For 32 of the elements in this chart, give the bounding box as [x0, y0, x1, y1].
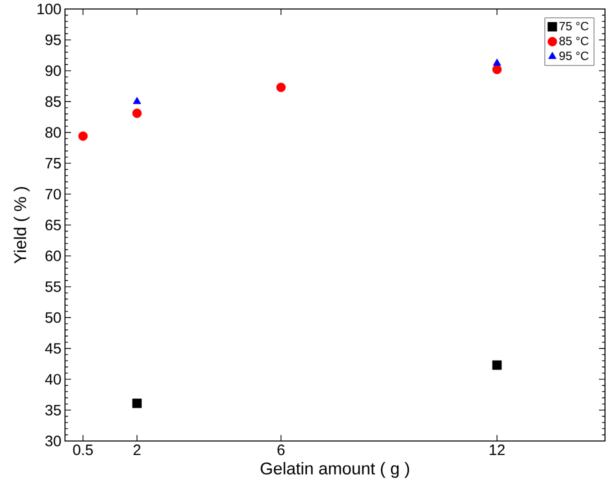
y-tick-label: 90	[45, 65, 61, 76]
x-tick-label: 6	[278, 444, 285, 456]
y-tick-label: 30	[45, 436, 61, 446]
x-tick-label: 12	[490, 444, 505, 456]
y-axis-title: Yield ( % )	[14, 187, 30, 264]
legend-label: 75 °C	[559, 22, 589, 30]
y-tick-label: 95	[45, 34, 61, 46]
x-tick-label: 2	[134, 444, 140, 456]
x-axis-title: Gelatin amount ( g )	[260, 462, 410, 478]
y-tick-label: 50	[45, 312, 61, 323]
y-tick-label: 85	[45, 96, 61, 107]
point	[492, 64, 502, 74]
y-tick-label: 65	[46, 220, 61, 230]
point	[132, 108, 142, 118]
y-tick-label: 55	[45, 281, 61, 292]
point	[132, 398, 142, 408]
y-tick-label: 45	[45, 343, 61, 354]
y-tick-label: 80	[45, 127, 61, 138]
y-tick-label: 40	[45, 374, 61, 385]
point	[132, 96, 142, 104]
x-tick-label: 0.5	[73, 444, 93, 456]
point	[492, 360, 502, 370]
legend-label: 85 °C	[559, 36, 589, 46]
y-tick-label: 75	[46, 158, 61, 169]
point	[492, 58, 502, 66]
y-tick-label: 60	[46, 250, 61, 262]
legend-label: 95 °C	[559, 52, 589, 60]
y-tick-label: 70	[46, 188, 61, 200]
point	[276, 82, 286, 92]
point	[78, 131, 88, 141]
y-tick-label: 35	[45, 404, 61, 416]
y-tick-label: 100	[38, 4, 61, 14]
